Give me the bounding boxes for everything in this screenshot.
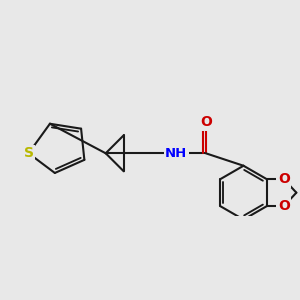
Text: O: O (278, 172, 290, 186)
Text: NH: NH (165, 147, 188, 160)
Text: O: O (278, 199, 290, 213)
Text: O: O (200, 115, 212, 129)
Text: S: S (24, 146, 34, 160)
